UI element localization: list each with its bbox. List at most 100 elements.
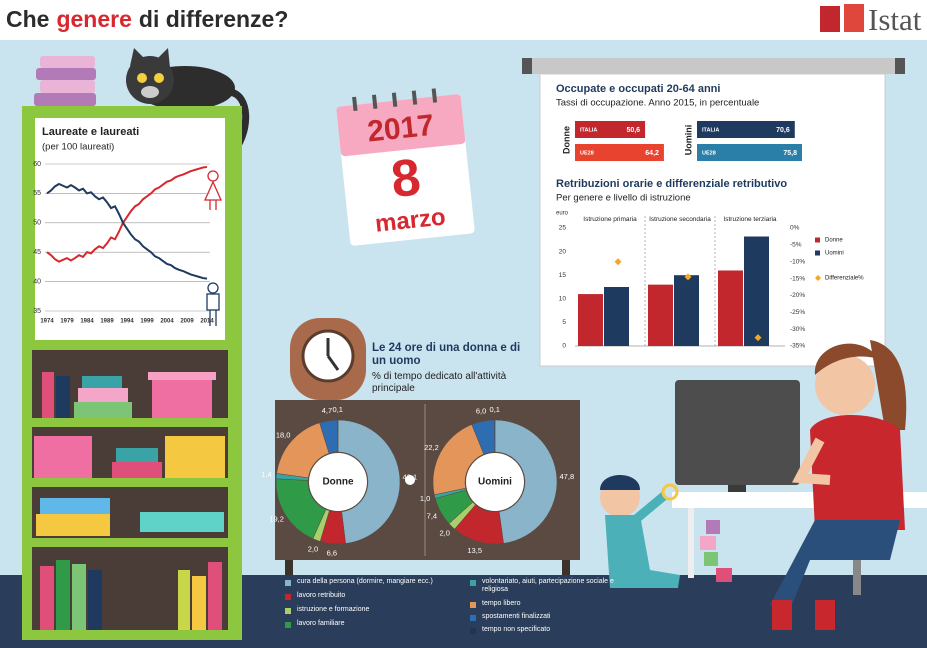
monitor [675,380,800,485]
y2-tick-label: -35% [790,343,805,350]
bar [604,287,629,346]
child [600,475,680,588]
donut-slice [494,419,558,544]
legend-swatch [815,250,820,256]
y2-tick-label: -15% [790,275,805,282]
value-label: 1,0 [420,494,430,503]
y-tick-label: 20 [559,248,567,255]
value-label: 18,0 [276,430,291,439]
chart-subtitle: (per 100 laureati) [42,142,114,153]
legend-label: volontariato, aiuti, partecipazione soci… [482,578,614,594]
legend-swatch [470,580,476,586]
value-label: 22,2 [424,443,439,452]
legend-label: istruzione e formazione [297,606,370,613]
x-tick-label: 2009 [180,319,194,325]
value-label: 0,1 [333,405,343,414]
value-label: 7,4 [427,512,437,521]
y-tick-label: 60 [33,161,41,168]
category-label: Istruzione primaria [583,216,637,223]
y2-tick-label: -25% [790,309,805,316]
bar-category: UE28 [702,150,716,156]
diamond-marker [684,273,692,281]
value-label: 6,6 [327,549,337,558]
value-label: 75,8 [783,150,797,157]
legend-label: lavoro familiare [297,620,345,627]
bar [578,294,603,346]
chart-subtitle: Per genere e livello di istruzione [556,193,691,204]
legend-label: cura della persona (dormire, mangiare ec… [297,578,433,585]
bar [744,236,769,346]
diamond-marker [754,334,762,342]
legend-swatch [285,622,291,628]
y-tick-label: 40 [33,278,41,285]
value-label: 6,0 [476,406,486,415]
cabinet-leg [285,560,293,575]
bar [648,284,673,346]
title-part: di differenze? [138,6,289,32]
y-tick-label: 55 [33,190,41,197]
x-tick-label: 1999 [140,319,154,325]
bar [575,144,664,161]
x-tick-label: 2014 [200,319,214,325]
legend-label: lavoro retribuito [297,592,346,599]
legend-label: Uomini [825,251,844,257]
calendar-year: 2017 [366,109,436,149]
bar-category: ITALIA [580,127,597,133]
panel-label: Uomini [478,477,512,488]
y-tick-label: 45 [33,249,41,256]
legend-label: tempo libero [482,600,521,607]
value-label: 64,2 [645,150,659,157]
line-series [46,165,208,263]
category-label: Istruzione secondaria [649,216,711,223]
panel-label: Donne [561,126,571,154]
value-label: 2,0 [440,529,450,538]
donut-center [466,453,524,511]
chart-subtitle: % di tempo dedicato all'attività princip… [372,371,507,394]
bar [718,270,743,346]
title-part: genere [56,6,132,32]
value-label: 2,0 [308,545,318,554]
y2-tick-label: 0% [790,225,800,232]
cabinet-leg [562,560,570,575]
value-label: 4,7 [322,406,332,415]
x-tick-label: 1994 [120,319,134,325]
whiteboard-bar [522,58,905,74]
legend-swatch [470,615,476,621]
y2-tick-label: -20% [790,292,805,299]
bar [697,144,802,161]
chart-panel [35,118,225,340]
y2-tick-label: -5% [790,242,802,249]
y2-tick-label: -30% [790,326,805,333]
legend-label: Differenziale% [825,276,864,282]
logo: Istat [868,2,922,37]
legend-swatch [285,594,291,600]
clock [290,318,366,400]
book-stack [34,56,96,106]
value-label: 50,6 [626,127,640,134]
value-label: 19,2 [269,515,284,524]
diamond-marker [614,258,622,266]
female-icon [203,170,223,210]
chart-title: Retribuzioni orarie e differenziale retr… [556,178,787,190]
y2-tick-label: -10% [790,258,805,265]
title-part: Che [6,6,50,32]
desk-leg [688,508,694,578]
toy-blocks [700,520,732,582]
shelves [32,418,228,547]
logo-mark [820,6,840,32]
woman [770,340,907,630]
panel-label: Donne [322,477,354,488]
knob [405,475,415,485]
y-axis-label: euro [556,211,569,217]
bar [697,121,795,138]
y-tick-label: 5 [562,319,566,326]
bar [674,275,699,346]
legend-swatch [470,602,476,608]
x-tick-label: 1984 [80,319,94,325]
logo-mark [844,4,864,32]
bar [575,121,646,138]
legend-swatch [285,580,291,586]
x-tick-label: 1974 [40,319,54,325]
